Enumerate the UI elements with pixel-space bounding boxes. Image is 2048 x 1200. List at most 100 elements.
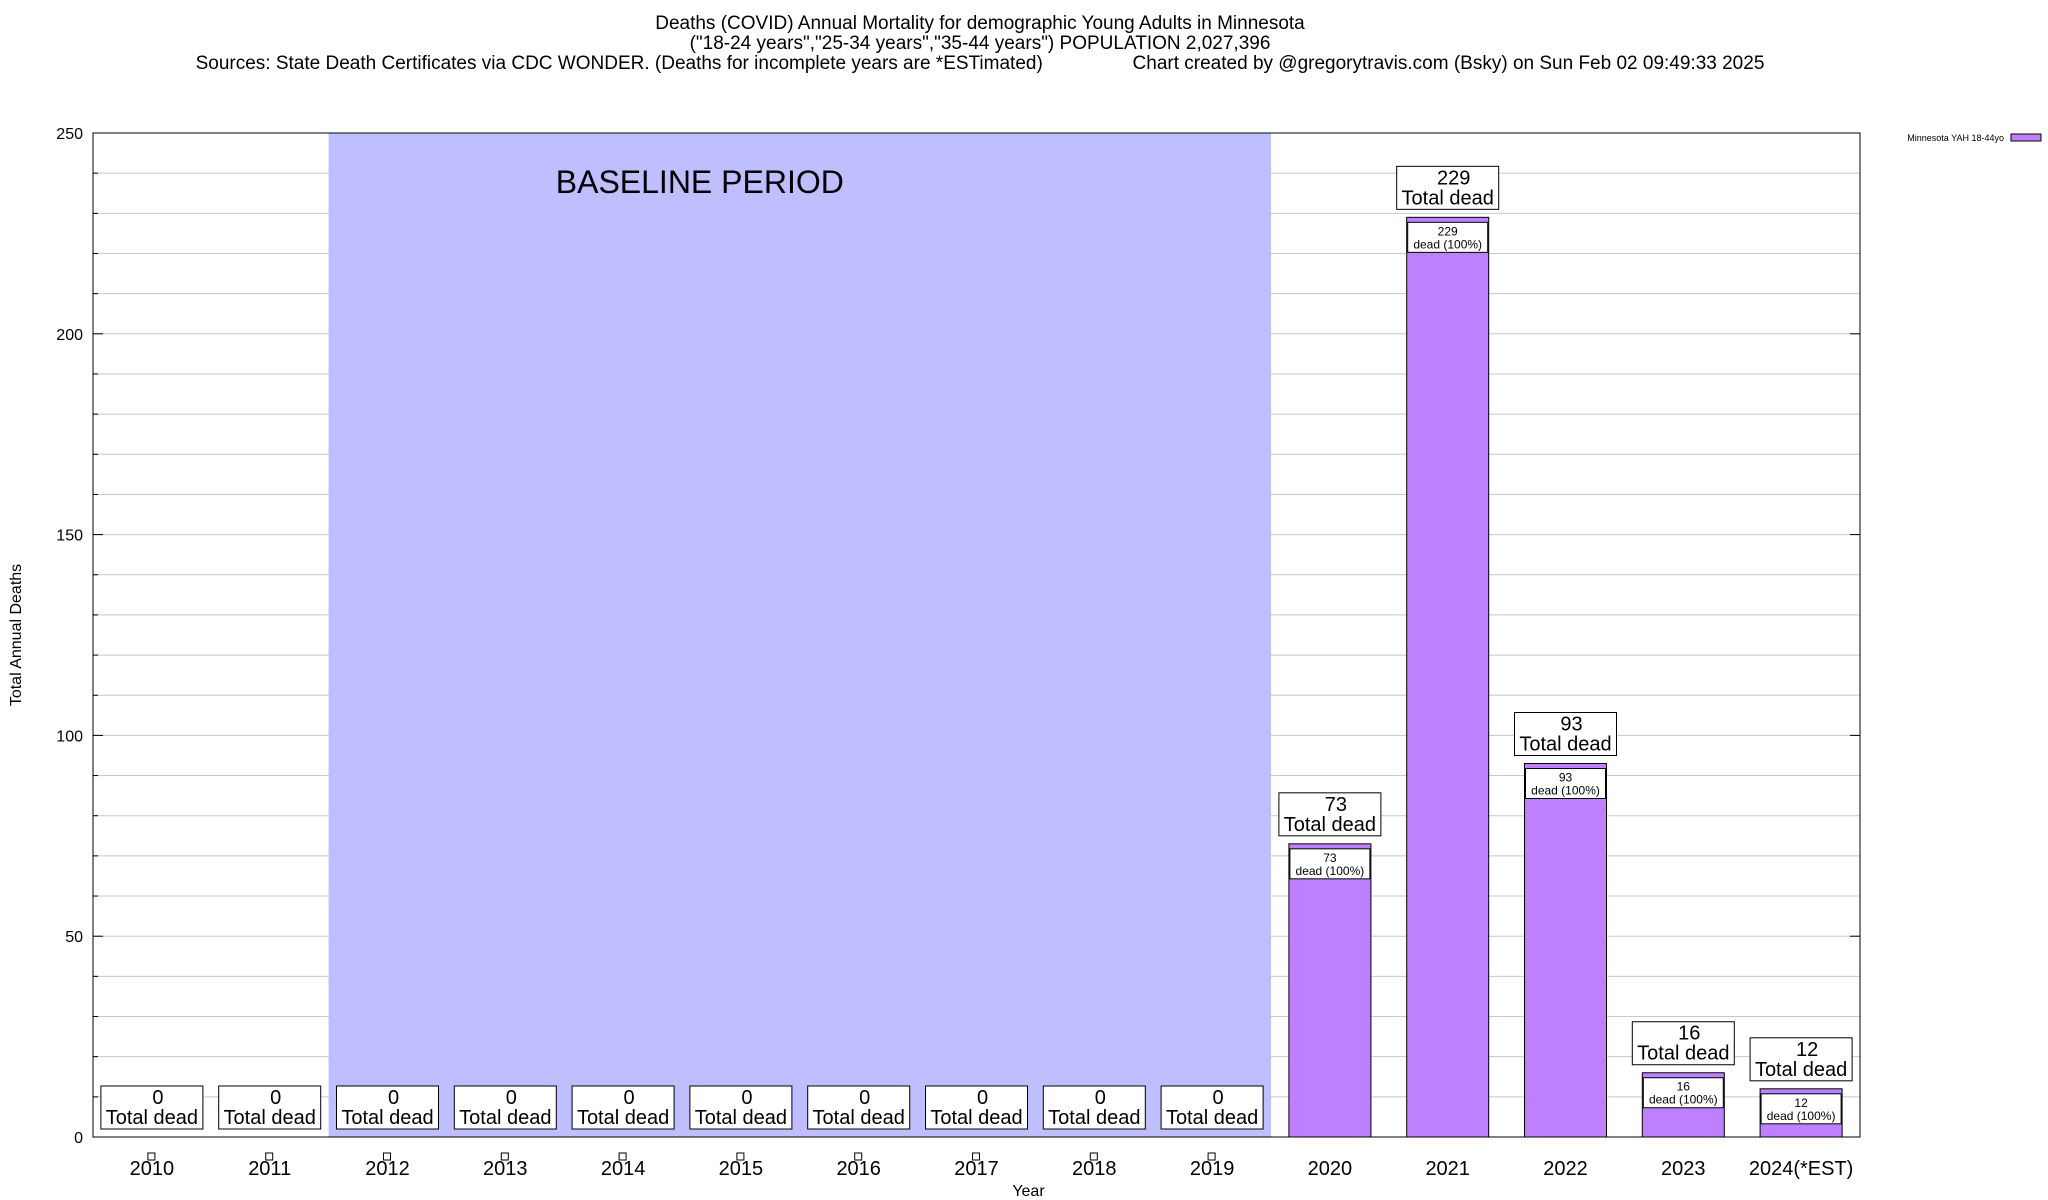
- y-tick-label: 150: [56, 528, 83, 545]
- total-label-box: [689, 1085, 793, 1130]
- zero-marker: [972, 1152, 980, 1161]
- total-label-text: Total dead: [930, 1107, 1022, 1129]
- total-label-text: Total dead: [1166, 1107, 1258, 1129]
- x-tick-label: 2019: [1190, 1158, 1235, 1180]
- total-label-text: Total dead: [341, 1107, 433, 1129]
- zero-marker: [1207, 1152, 1216, 1161]
- chart-title: Deaths (COVID) Annual Mortality for demo…: [655, 13, 1305, 34]
- bar-inner-value: 229: [1438, 224, 1458, 238]
- total-label-text: Total dead: [695, 1107, 787, 1129]
- baseline-period-band: [328, 133, 1272, 1137]
- bar-inner-label-box: [1289, 848, 1371, 880]
- total-label-text: Total dead: [1402, 187, 1494, 209]
- total-label-box: [1278, 792, 1382, 837]
- legend-label: Minnesota YAH 18-44yo: [1907, 133, 2004, 143]
- total-label-text: Total dead: [224, 1107, 316, 1129]
- x-axis: 2010 2011 2012 2013 2014 2015 2016 2017 2018 2019…: [130, 1158, 1854, 1180]
- total-label-value: 0: [1095, 1087, 1106, 1109]
- bar-inner-label-box: [1760, 1093, 1842, 1125]
- total-label-text: Total dead: [1519, 734, 1611, 756]
- zero-marker: [1089, 1152, 1098, 1161]
- total-label-value: 0: [859, 1087, 870, 1109]
- x-tick-label: 2010: [130, 1158, 175, 1180]
- total-label-text: Total dead: [577, 1107, 669, 1129]
- total-label-value: 93: [1560, 714, 1582, 736]
- total-label-value: 0: [388, 1087, 399, 1109]
- bar-inner-percent: dead (100%): [1413, 237, 1482, 251]
- zero-marker: [265, 1152, 274, 1161]
- total-label-box: [1042, 1085, 1146, 1130]
- chart-credit: Chart created by @gregorytravis.com (Bsk…: [1132, 53, 1765, 74]
- bar: [1288, 843, 1372, 1138]
- bar-inner-percent: dead (100%): [1649, 1093, 1718, 1107]
- total-label-value: 0: [270, 1087, 281, 1109]
- y-axis-label: Total Annual Deaths: [8, 564, 25, 706]
- total-label-box: [1514, 712, 1617, 757]
- bar-inner-percent: dead (100%): [1296, 864, 1365, 878]
- y-tick-label: 50: [65, 929, 83, 946]
- legend-swatch: [2010, 133, 2042, 142]
- baseline-period-label: BASELINE PERIOD: [556, 164, 844, 200]
- x-tick-label: 2012: [365, 1158, 410, 1180]
- x-tick-label: 2011: [248, 1158, 291, 1180]
- x-tick-label: 2023: [1661, 1158, 1706, 1180]
- bar-inner-value: 16: [1677, 1080, 1691, 1094]
- y-tick-label: 0: [74, 1130, 83, 1147]
- total-label-text: Total dead: [459, 1107, 551, 1129]
- total-label-box: [925, 1085, 1028, 1130]
- chart-sources-line: Sources: State Death Certificates via CD…: [0, 54, 1960, 74]
- total-label-value: 0: [624, 1087, 635, 1109]
- x-tick-label: 2018: [1072, 1158, 1117, 1180]
- x-tick-label: 2024(*EST): [1749, 1158, 1854, 1180]
- total-label-value: 73: [1325, 794, 1347, 816]
- total-label-box: [571, 1085, 675, 1130]
- legend: Minnesota YAH 18-44yo: [1907, 133, 2042, 143]
- x-tick-label: 2020: [1308, 1158, 1353, 1180]
- zero-marker: [618, 1152, 627, 1161]
- plot-frame: [92, 132, 1861, 1138]
- total-label-box: [453, 1085, 557, 1130]
- x-tick-label: 2016: [836, 1158, 881, 1180]
- x-axis-label: Year: [1012, 1183, 1045, 1200]
- zero-marker: [383, 1152, 391, 1161]
- total-label-box: [1631, 1021, 1735, 1066]
- total-label-box: [807, 1085, 911, 1130]
- total-label-box: [1160, 1085, 1264, 1130]
- zero-marker: [147, 1152, 156, 1161]
- y-axis: 0 50 100 150 200 250: [56, 126, 1860, 1147]
- x-tick-label: 2014: [601, 1158, 646, 1180]
- total-label-text: Total dead: [106, 1107, 198, 1129]
- total-label-value: 12: [1796, 1039, 1818, 1061]
- x-tick-label: 2021: [1425, 1158, 1470, 1180]
- total-label-text: Total dead: [1048, 1107, 1140, 1129]
- total-label-value: 0: [152, 1087, 163, 1109]
- bar-inner-percent: dead (100%): [1531, 784, 1600, 798]
- bar: [1524, 763, 1607, 1138]
- total-label-box: [100, 1085, 204, 1130]
- total-label-box: [336, 1085, 439, 1130]
- x-tick-label: 2017: [954, 1158, 999, 1180]
- bar-inner-percent: dead (100%): [1767, 1109, 1836, 1123]
- chart-sources: Sources: State Death Certificates via CD…: [195, 53, 1043, 74]
- total-label-value: 0: [1213, 1087, 1224, 1109]
- bar-inner-value: 73: [1323, 851, 1337, 865]
- x-tick-label: 2015: [719, 1158, 764, 1180]
- zero-marker: [736, 1152, 745, 1161]
- total-label-value: 229: [1437, 167, 1470, 189]
- zero-marker: [854, 1152, 863, 1161]
- total-label-value: 0: [977, 1087, 988, 1109]
- total-label-box: [1749, 1037, 1853, 1082]
- total-label-text: Total dead: [813, 1107, 905, 1129]
- bar-inner-value: 12: [1794, 1096, 1808, 1110]
- bar-inner-label-box: [1642, 1077, 1724, 1109]
- x-tick-label: 2022: [1543, 1158, 1588, 1180]
- bar: [1406, 216, 1490, 1138]
- chart-header: Deaths (COVID) Annual Mortality for demo…: [0, 14, 1960, 74]
- zero-marker: [500, 1152, 509, 1161]
- total-label-text: Total dead: [1755, 1059, 1847, 1081]
- y-tick-label: 100: [56, 728, 83, 745]
- total-label-box: [218, 1085, 322, 1130]
- bar-inner-label-box: [1407, 221, 1489, 253]
